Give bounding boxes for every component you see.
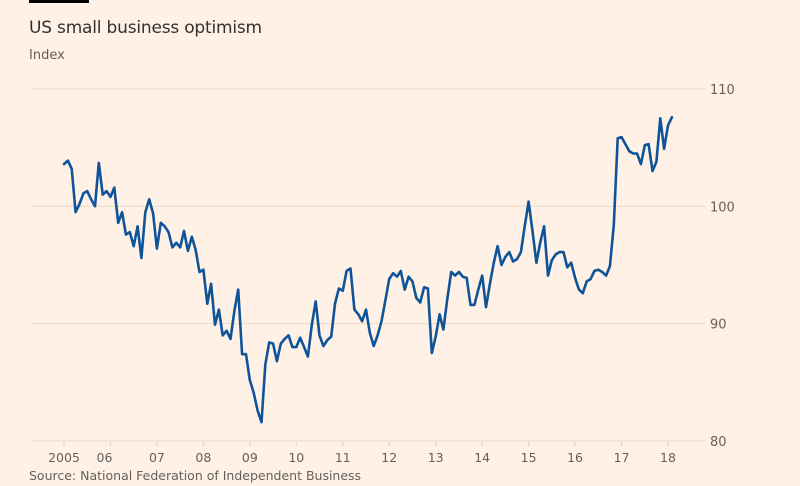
x-tick-label: 17	[614, 450, 630, 465]
source-note: Source: National Federation of Independe…	[29, 468, 362, 483]
x-tick-label: 10	[288, 450, 304, 465]
x-tick-label: 12	[381, 450, 397, 465]
y-tick-label: 90	[710, 318, 727, 333]
x-tick-label: 07	[149, 450, 165, 465]
chart-title: US small business optimism	[29, 18, 262, 38]
x-tick-label: 11	[335, 450, 351, 465]
x-tick-label: 09	[242, 450, 258, 465]
gridlines	[31, 88, 706, 442]
y-tick-label: 80	[710, 435, 727, 450]
x-tick-label: 2005	[48, 450, 80, 465]
chart-subtitle: Index	[29, 48, 65, 63]
x-tick-label: 06	[97, 450, 113, 465]
x-axis: 2005 06 07 08 09 10 11 12 13 14 15 16 17 18	[48, 441, 676, 465]
x-tick-label: 14	[474, 450, 490, 465]
x-tick-label: 16	[567, 450, 583, 465]
series-layer	[62, 115, 674, 424]
series-line	[62, 115, 674, 424]
x-tick-label: 18	[660, 450, 676, 465]
y-axis: 80 90 100 110	[710, 83, 735, 450]
y-tick-label: 100	[710, 200, 735, 215]
x-tick-label: 15	[521, 450, 537, 465]
x-tick-label: 08	[195, 450, 211, 465]
y-tick-label: 110	[710, 83, 735, 98]
brand-bar	[29, 0, 89, 3]
x-tick-label: 13	[428, 450, 444, 465]
